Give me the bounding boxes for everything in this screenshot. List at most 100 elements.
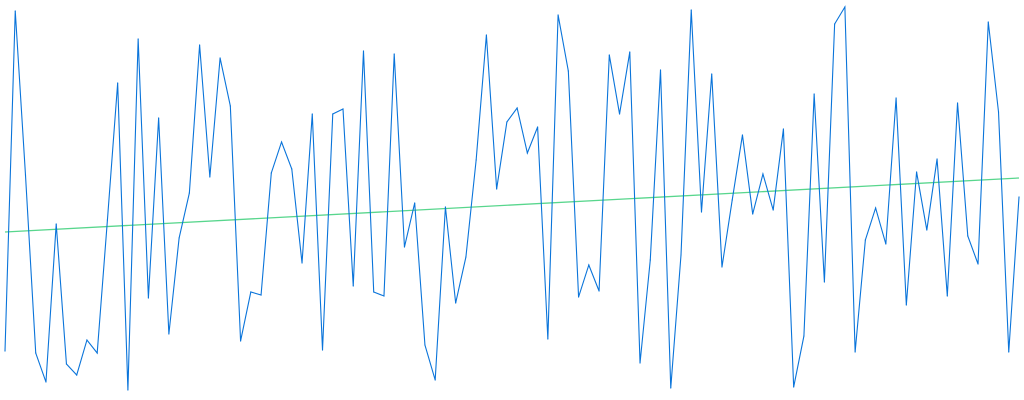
- data-point: [352, 285, 354, 287]
- data-point: [885, 243, 887, 245]
- data-point: [834, 23, 836, 25]
- data-point: [311, 113, 313, 115]
- data-point: [158, 117, 160, 119]
- data-point: [967, 235, 969, 237]
- data-point: [24, 174, 27, 176]
- data-point: [567, 70, 569, 72]
- data-point: [997, 111, 1000, 113]
- data-point: [250, 291, 252, 293]
- data-point: [403, 246, 406, 248]
- data-point: [598, 290, 600, 292]
- data-point: [239, 340, 242, 342]
- data-point: [260, 294, 262, 296]
- data-point: [956, 102, 959, 104]
- data-point: [383, 295, 385, 297]
- data-point: [823, 281, 825, 283]
- data-point: [752, 213, 754, 215]
- data-point: [76, 374, 78, 376]
- data-point: [465, 256, 467, 258]
- data-point: [731, 199, 733, 201]
- data-point: [813, 93, 815, 95]
- data-point: [875, 207, 877, 209]
- data-point: [936, 158, 938, 160]
- data-point: [393, 53, 395, 55]
- data-point: [926, 229, 928, 231]
- data-point: [496, 188, 498, 190]
- data-point: [178, 237, 180, 239]
- data-point: [424, 344, 426, 346]
- data-point: [321, 349, 324, 351]
- data-point: [670, 387, 672, 389]
- data-point: [1008, 351, 1010, 353]
- data-point: [45, 381, 47, 383]
- data-point: [485, 34, 487, 36]
- data-point: [168, 333, 170, 335]
- data-point: [506, 121, 508, 123]
- data-point: [35, 352, 37, 354]
- data-point: [629, 51, 631, 53]
- data-point: [55, 223, 57, 225]
- data-point: [96, 352, 98, 354]
- data-point: [690, 9, 692, 11]
- data-point: [844, 6, 846, 8]
- data-point: [332, 113, 334, 115]
- data-point: [659, 69, 662, 71]
- data-point: [577, 296, 580, 298]
- data-point: [455, 302, 457, 304]
- data-point: [117, 82, 119, 84]
- data-point: [14, 10, 16, 12]
- series-line: [4, 5, 1020, 391]
- data-point: [434, 379, 436, 381]
- data-point: [946, 295, 948, 297]
- data-point: [711, 73, 713, 75]
- data-point: [291, 168, 293, 170]
- data-point: [516, 107, 518, 109]
- data-point: [608, 54, 610, 56]
- data-point: [219, 57, 221, 59]
- data-point: [86, 339, 88, 341]
- data-point: [537, 126, 539, 128]
- data-point: [721, 266, 723, 268]
- data-point: [475, 159, 477, 161]
- data-point: [1018, 196, 1020, 198]
- series-layer: [4, 5, 1020, 391]
- data-point: [106, 219, 109, 221]
- data-point: [147, 297, 149, 299]
- data-point: [905, 304, 907, 306]
- data-point: [864, 239, 866, 241]
- data-point: [782, 128, 785, 130]
- data-point: [229, 105, 231, 107]
- trendline: [4, 177, 1020, 233]
- data-point: [557, 14, 559, 16]
- trendline-layer: [4, 177, 1020, 233]
- data-point: [618, 113, 621, 115]
- data-point: [987, 21, 989, 23]
- data-point: [915, 171, 918, 173]
- data-point: [649, 259, 651, 261]
- data-point: [4, 350, 6, 352]
- data-point: [793, 386, 795, 388]
- data-point: [639, 362, 641, 364]
- data-point: [700, 211, 703, 213]
- data-point: [588, 264, 590, 266]
- data-point: [547, 338, 549, 340]
- data-point: [137, 38, 139, 40]
- data-point: [741, 134, 744, 136]
- data-point: [772, 209, 774, 211]
- data-point: [65, 363, 68, 365]
- data-point: [280, 141, 283, 143]
- data-point: [362, 50, 365, 52]
- data-point: [526, 152, 528, 154]
- data-point: [342, 108, 344, 110]
- data-point: [854, 351, 856, 353]
- data-point: [188, 192, 190, 194]
- data-point: [977, 263, 979, 265]
- data-point: [762, 173, 764, 175]
- data-point: [414, 202, 416, 204]
- data-point: [127, 389, 129, 391]
- data-point: [803, 335, 805, 337]
- data-point: [301, 262, 303, 264]
- data-point: [373, 291, 375, 293]
- data-point: [209, 176, 211, 178]
